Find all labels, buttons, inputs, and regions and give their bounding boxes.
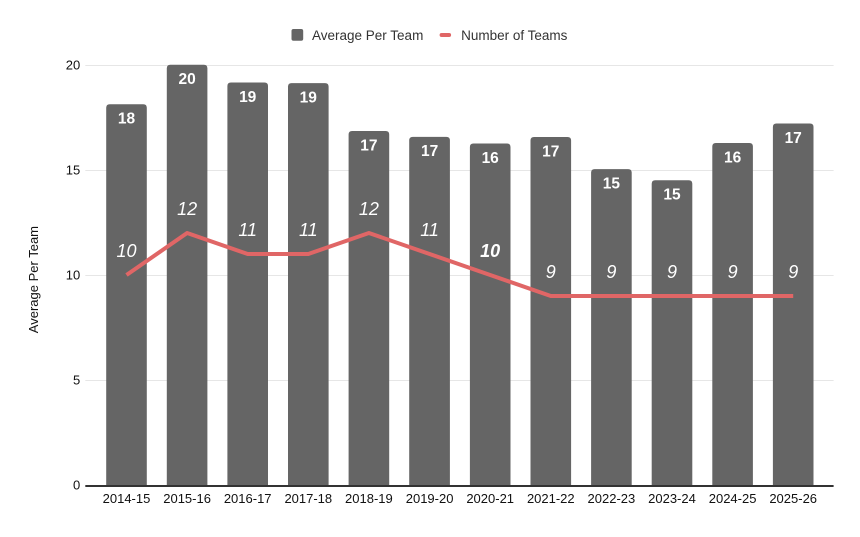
svg-text:2014-15: 2014-15: [103, 491, 151, 506]
svg-text:2015-16: 2015-16: [163, 491, 211, 506]
svg-text:17: 17: [360, 137, 377, 154]
svg-text:20: 20: [66, 58, 80, 73]
svg-text:15: 15: [603, 175, 621, 192]
svg-text:2020-21: 2020-21: [466, 491, 514, 506]
svg-text:2018-19: 2018-19: [345, 491, 393, 506]
svg-text:12: 12: [177, 199, 197, 219]
svg-text:2021-22: 2021-22: [527, 491, 575, 506]
svg-text:19: 19: [239, 89, 257, 106]
svg-text:2017-18: 2017-18: [284, 491, 332, 506]
svg-text:17: 17: [785, 130, 802, 147]
svg-text:2016-17: 2016-17: [224, 491, 272, 506]
svg-text:5: 5: [73, 373, 80, 388]
svg-text:9: 9: [667, 262, 677, 282]
svg-text:9: 9: [546, 262, 556, 282]
svg-text:10: 10: [480, 241, 500, 261]
svg-text:10: 10: [116, 241, 136, 261]
svg-text:20: 20: [178, 71, 195, 88]
svg-text:9: 9: [788, 262, 798, 282]
svg-text:2024-25: 2024-25: [709, 491, 757, 506]
svg-text:17: 17: [421, 143, 438, 160]
svg-text:2023-24: 2023-24: [648, 491, 696, 506]
svg-text:17: 17: [542, 143, 559, 160]
svg-text:Average Per Team: Average Per Team: [26, 226, 41, 333]
svg-text:Number of Teams: Number of Teams: [461, 28, 568, 43]
svg-text:2022-23: 2022-23: [588, 491, 636, 506]
svg-text:11: 11: [420, 220, 439, 240]
svg-text:2025-26: 2025-26: [769, 491, 817, 506]
svg-text:9: 9: [728, 262, 738, 282]
svg-text:12: 12: [359, 199, 379, 219]
svg-text:16: 16: [724, 149, 742, 166]
svg-text:18: 18: [118, 111, 136, 128]
svg-text:16: 16: [482, 150, 500, 167]
svg-text:10: 10: [66, 268, 80, 283]
svg-text:11: 11: [299, 220, 318, 240]
svg-text:Average Per Team: Average Per Team: [312, 28, 423, 43]
svg-text:11: 11: [238, 220, 257, 240]
svg-text:15: 15: [66, 163, 80, 178]
svg-text:15: 15: [663, 187, 681, 204]
svg-text:9: 9: [606, 262, 616, 282]
svg-text:2019-20: 2019-20: [406, 491, 454, 506]
svg-text:0: 0: [73, 478, 80, 493]
svg-text:19: 19: [300, 89, 318, 106]
